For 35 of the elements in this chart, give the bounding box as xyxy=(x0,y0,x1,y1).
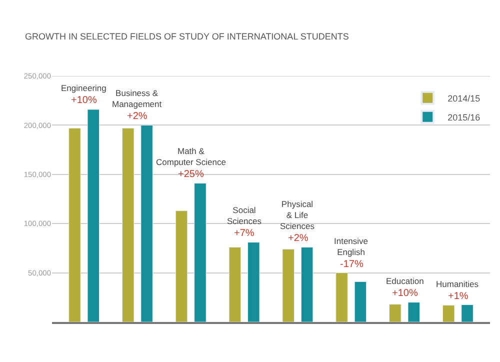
bar xyxy=(300,246,314,322)
bar xyxy=(389,304,402,322)
x-tick-label: Business & Management xyxy=(112,88,162,110)
bar xyxy=(248,242,260,322)
annotation: +25% xyxy=(178,169,204,180)
chart-title: GROWTH IN SELECTED FIELDS OF STUDY OF INTERNATIONAL STUDENTS xyxy=(25,31,349,42)
bar xyxy=(228,246,242,322)
x-tick-label: Intensive English xyxy=(334,236,368,258)
legend-label: 2014/15 xyxy=(448,93,480,104)
bar xyxy=(408,302,420,322)
x-tick-label: Physical & Life Sciences xyxy=(280,199,314,232)
annotation: +2% xyxy=(288,233,308,244)
bar xyxy=(140,124,153,322)
x-tick-label: Math & Computer Science xyxy=(156,146,226,168)
x-tick-label: Education xyxy=(386,276,424,286)
bar xyxy=(336,272,348,322)
bar xyxy=(442,305,455,322)
bar xyxy=(87,109,100,322)
bar xyxy=(194,183,206,322)
annotation: +2% xyxy=(127,111,148,122)
x-tick-label: Social Sciences xyxy=(227,205,262,226)
bar xyxy=(461,304,474,322)
annotation: +1% xyxy=(448,291,468,302)
annotation: +10% xyxy=(71,95,97,106)
annotation: +10% xyxy=(392,288,418,299)
annotation: +7% xyxy=(234,228,254,239)
x-tick-label: Humanities xyxy=(436,279,479,289)
x-tick-label: Engineering xyxy=(61,83,107,93)
bar xyxy=(175,210,188,322)
bar xyxy=(68,128,81,322)
bar xyxy=(122,128,134,322)
legend-label: 2015/16 xyxy=(448,112,480,122)
annotation: -17% xyxy=(340,259,364,270)
bar xyxy=(354,281,367,322)
bar xyxy=(282,248,294,322)
